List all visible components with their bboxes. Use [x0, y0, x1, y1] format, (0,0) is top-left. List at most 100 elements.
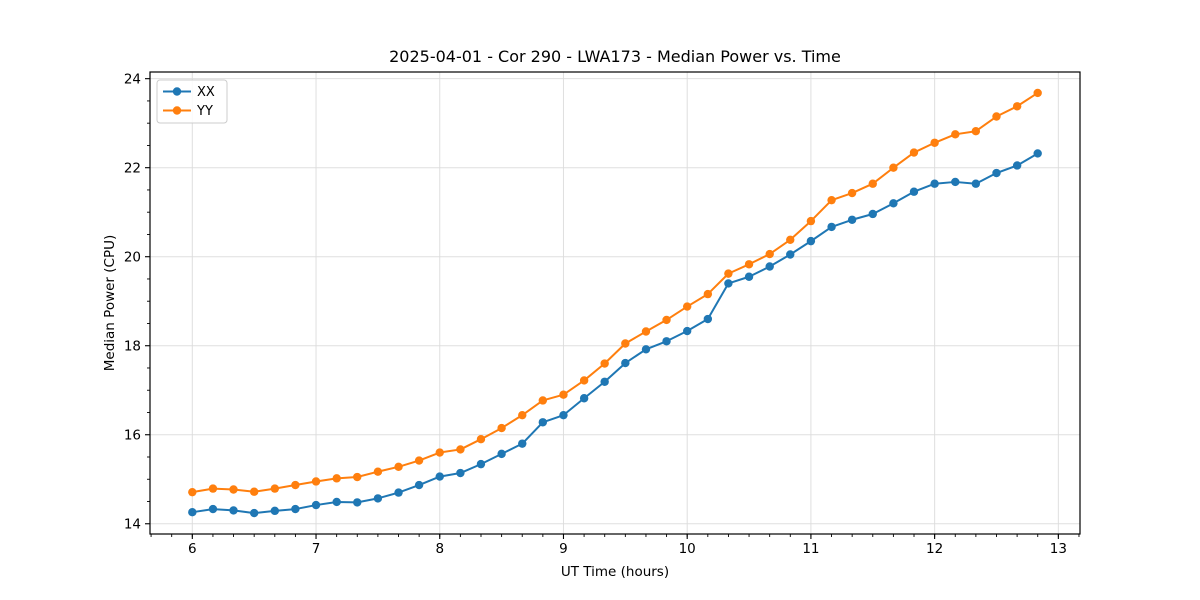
- data-point-yy: [435, 448, 444, 457]
- legend-marker-yy: [172, 106, 182, 115]
- data-point-xx: [930, 179, 939, 188]
- data-point-yy: [703, 289, 713, 299]
- data-point-xx: [249, 508, 259, 518]
- data-point-xx: [1012, 161, 1022, 170]
- data-point-yy: [765, 249, 774, 259]
- data-point-yy: [806, 216, 816, 226]
- series-layer: [188, 88, 1042, 518]
- legend-marker-xx: [172, 87, 182, 96]
- data-point-yy: [579, 376, 589, 385]
- data-point-yy: [456, 445, 465, 454]
- data-point-yy: [930, 138, 939, 147]
- x-tick-label: 7: [312, 541, 321, 557]
- data-point-yy: [641, 327, 651, 336]
- data-point-xx: [847, 215, 857, 224]
- data-point-yy: [889, 163, 898, 172]
- data-point-xx: [641, 345, 651, 354]
- data-point-xx: [414, 480, 424, 490]
- data-point-yy: [1033, 88, 1042, 98]
- data-point-xx: [786, 250, 795, 259]
- data-point-xx: [270, 506, 280, 516]
- data-point-xx: [621, 358, 630, 368]
- data-point-xx: [909, 187, 919, 196]
- data-point-xx: [579, 394, 589, 403]
- data-point-xx: [208, 504, 218, 514]
- data-point-xx: [229, 506, 238, 515]
- data-point-yy: [414, 456, 424, 465]
- data-point-yy: [662, 315, 671, 325]
- data-point-xx: [538, 418, 548, 427]
- data-point-xx: [971, 179, 981, 188]
- data-point-xx: [373, 494, 383, 503]
- data-point-xx: [353, 498, 362, 507]
- data-point-yy: [373, 467, 383, 476]
- data-point-xx: [188, 507, 197, 517]
- data-point-xx: [559, 410, 568, 420]
- tick-label-layer: 6 7 8 9 10 11 12 13 14 16 18 20 22 24: [124, 71, 1067, 557]
- y-tick-label: 16: [124, 428, 141, 444]
- data-point-yy: [208, 484, 218, 493]
- data-point-yy: [600, 359, 609, 368]
- data-point-yy: [909, 148, 919, 157]
- data-point-yy: [538, 396, 548, 405]
- data-point-xx: [951, 177, 960, 187]
- data-point-yy: [724, 269, 733, 278]
- data-point-xx: [600, 377, 609, 386]
- data-point-xx: [827, 222, 836, 232]
- data-point-xx: [868, 209, 877, 219]
- data-point-yy: [353, 472, 362, 482]
- x-axis-label: UT Time (hours): [561, 564, 669, 580]
- data-point-yy: [518, 410, 527, 420]
- data-point-yy: [291, 480, 300, 490]
- data-point-xx: [518, 439, 527, 448]
- data-point-yy: [868, 179, 877, 188]
- tick-layer: [145, 78, 1080, 539]
- data-point-yy: [1012, 102, 1022, 111]
- data-point-xx: [394, 488, 403, 497]
- data-point-yy: [394, 462, 403, 471]
- legend-label-xx: XX: [197, 85, 215, 100]
- x-tick-label: 13: [1050, 541, 1067, 557]
- data-point-yy: [786, 235, 795, 244]
- data-point-xx: [662, 337, 671, 346]
- data-point-yy: [992, 112, 1001, 121]
- legend: XX YY: [156, 79, 228, 124]
- data-point-xx: [456, 468, 465, 478]
- plot-border: [149, 71, 1081, 535]
- data-point-yy: [971, 127, 981, 136]
- data-point-xx: [992, 168, 1001, 178]
- legend-label-yy: YY: [196, 104, 213, 119]
- data-point-xx: [765, 262, 774, 271]
- data-point-yy: [249, 487, 259, 496]
- y-tick-label: 14: [124, 517, 141, 533]
- data-point-xx: [1033, 149, 1042, 158]
- data-point-yy: [332, 474, 341, 483]
- data-point-xx: [806, 236, 816, 246]
- y-tick-label: 20: [124, 250, 141, 266]
- x-tick-label: 6: [188, 541, 197, 557]
- data-point-yy: [188, 487, 197, 497]
- y-tick-label: 24: [124, 71, 141, 87]
- data-point-xx: [332, 497, 341, 507]
- y-tick-label: 18: [124, 339, 141, 355]
- x-tick-label: 9: [559, 541, 568, 557]
- data-point-xx: [497, 449, 506, 459]
- chart-title: 2025-04-01 - Cor 290 - LWA173 - Median P…: [389, 47, 841, 66]
- data-point-xx: [435, 472, 444, 481]
- x-tick-label: 11: [802, 541, 819, 557]
- data-point-yy: [682, 302, 692, 311]
- data-point-yy: [270, 484, 280, 493]
- data-point-yy: [497, 423, 506, 433]
- data-point-yy: [744, 260, 754, 269]
- data-point-yy: [559, 390, 568, 399]
- legend-box: [156, 79, 228, 124]
- data-point-xx: [311, 500, 321, 510]
- data-point-yy: [476, 435, 486, 444]
- data-point-xx: [744, 272, 754, 281]
- data-point-xx: [476, 459, 486, 469]
- x-tick-label: 12: [926, 541, 943, 557]
- y-axis-label: Median Power (CPU): [102, 235, 118, 371]
- series-line-xx: [192, 152, 1039, 515]
